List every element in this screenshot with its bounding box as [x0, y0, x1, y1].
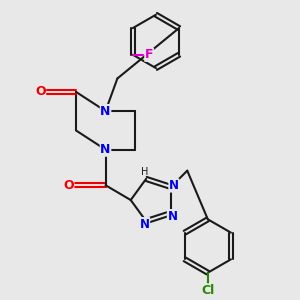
Text: H: H — [141, 167, 148, 177]
Text: N: N — [100, 105, 111, 118]
Text: Cl: Cl — [201, 284, 214, 297]
Text: N: N — [169, 179, 179, 192]
Text: N: N — [167, 210, 177, 223]
Text: N: N — [100, 143, 111, 156]
Text: F: F — [145, 48, 153, 61]
Text: N: N — [140, 218, 150, 231]
Text: O: O — [35, 85, 46, 98]
Text: O: O — [63, 179, 74, 192]
